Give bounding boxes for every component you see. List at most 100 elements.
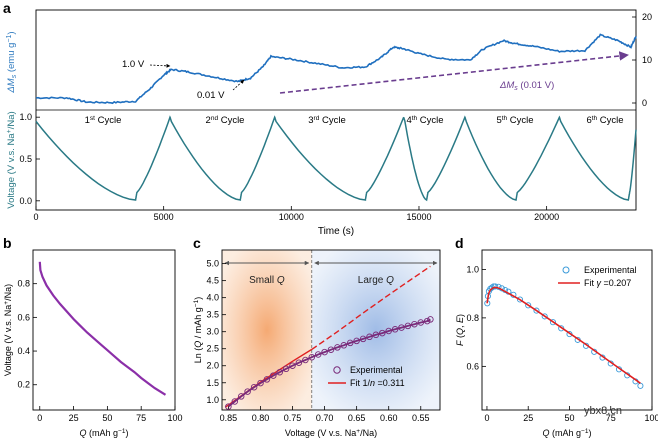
d-exp-point-16 [549,319,557,326]
c-exp-point-22 [366,333,373,341]
d-ytick-label-0: 0.6 [466,361,479,371]
b-xtick-label-1: 25 [69,413,79,423]
trend-arrow [279,51,629,94]
a-xtick-label-0: 0 [33,212,38,222]
c-ytick-label-4: 3.0 [206,327,219,337]
d-xtick-label-1: 25 [523,413,533,423]
c-xtick-label-5: 0.60 [380,413,398,423]
a-xtick-label-3: 15000 [406,212,431,222]
cycle-label-3: 3rd Cycle [308,115,345,126]
cycle-label-1: 1st Cycle [85,115,122,126]
d-exp-point-27 [637,382,644,389]
panel-a-axes [35,9,637,211]
c-xtick-label-6: 0.55 [412,413,430,423]
c-legend-exp: Experimental [350,365,403,375]
a-xtick-label-2: 10000 [279,212,304,222]
b-ytick-label-0: 0.2 [17,380,30,390]
c-exp-point-2 [237,393,245,400]
a-top-ytick-label-0: 0 [642,98,647,108]
panel-label-d: d [455,235,464,251]
d-legend-fit: Fit γ =0.207 [584,278,631,288]
c-exp-point-23 [372,331,380,339]
d-exp-point-7 [495,283,502,290]
a-top-ylabel: ΔMs (emu g−1) [6,31,18,93]
a-bottom-ytick-label-2: 1.0 [19,112,32,122]
b-xtick-label-0: 0 [37,413,42,423]
d-ylabel: F (Q, E) [455,314,465,346]
c-ytick-label-5: 3.5 [206,310,219,320]
c-legend-exp-marker [333,366,341,374]
d-xtick-label-3: 75 [606,413,616,423]
d-ytick-label-2: 1.0 [466,264,479,274]
d-xtick-label-2: 50 [564,413,574,423]
c-exp-point-25 [385,327,392,335]
a-bottom-ytick-label-0: 0.0 [19,196,32,206]
cycle-label-5: 5th Cycle [496,115,533,126]
a-bottom-ylabel: Voltage (V v.s. Na+/Na) [6,111,17,208]
b-xlabel: Q (mAh g−1) [80,428,129,438]
c-exp-point-5 [257,379,264,387]
c-exp-point-26 [391,326,399,333]
cycle-label-6: 6th Cycle [586,115,623,126]
d-exp-point-15 [541,313,548,320]
c-xtick-label-0: 0.85 [220,413,238,423]
d-exp-point-13 [525,302,532,309]
a-xtick-label-4: 20000 [534,212,559,222]
c-exp-point-1 [231,398,239,405]
cycle-label-2: 2nd Cycle [206,115,245,126]
d-exp-point-12 [516,296,524,303]
panel-c-frame [221,249,441,411]
a-top-series-dms [35,33,637,105]
c-exp-point-18 [340,342,348,349]
c-exp-point-7 [270,372,277,379]
d-legend-exp: Experimental [584,265,637,275]
annotation-dms: ΔMs (0.01 V) [499,80,554,92]
c-exp-point-27 [398,324,405,331]
annotation-1v: 1.0 V [122,59,145,70]
c-exp-point-9 [282,365,290,373]
c-exp-point-0 [225,403,232,410]
b-xtick-label-4: 100 [167,413,182,423]
d-legend-exp-marker [562,266,570,274]
c-xtick-label-3: 0.70 [316,413,334,423]
c-xtick-label-4: 0.65 [348,413,366,423]
c-xlabel: Voltage (V v.s. Na+/Na) [285,428,377,438]
c-exp-point-30 [417,319,425,326]
c-exp-point-12 [302,356,309,364]
b-ytick-label-1: 0.4 [17,346,30,356]
c-exp-point-3 [244,388,251,395]
c-exp-point-20 [353,337,360,345]
c-exp-point-8 [276,368,283,376]
b-xtick-label-2: 50 [102,413,112,423]
annotation-1v-arrow [149,63,171,68]
b-ytick-label-3: 0.8 [17,279,30,289]
c-ytick-label-0: 1.0 [206,395,219,405]
panel-label-a: a [3,0,11,16]
c-exp-point-10 [289,362,296,369]
panel-label-b: b [3,235,12,251]
c-ytick-label-2: 2.0 [206,361,219,371]
cycle-label-4: 4th Cycle [406,115,443,126]
c-exp-point-29 [411,320,418,328]
annotation-001v-arrow [232,79,245,91]
d-xtick-label-4: 100 [644,413,658,423]
c-ytick-label-8: 5.0 [206,259,219,269]
d-series-fit [486,286,641,384]
c-ytick-label-7: 4.5 [206,276,219,286]
c-exp-point-11 [295,359,303,366]
c-exp-point-21 [359,335,367,343]
c-legend-fit: Fit 1/n =0.311 [350,378,405,388]
c-legend: Experimental Fit 1/n =0.311 [328,365,405,388]
c-exp-point-19 [346,339,354,347]
c-ytick-label-3: 2.5 [206,344,219,354]
c-region-small [222,250,312,410]
c-exp-point-16 [327,346,335,353]
d-ytick-label-1: 0.8 [466,313,479,323]
watermark: ybx8.cn [584,405,622,417]
b-xtick-label-3: 75 [136,413,146,423]
annotation-001v: 0.01 V [197,90,225,101]
b-ytick-label-2: 0.6 [17,312,30,322]
c-exp-point-13 [308,353,316,361]
c-exp-point-17 [334,344,341,351]
